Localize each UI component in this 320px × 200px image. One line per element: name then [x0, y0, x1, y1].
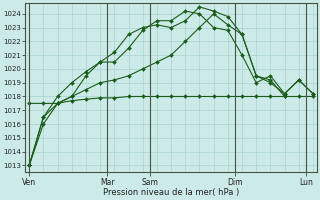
X-axis label: Pression niveau de la mer( hPa ): Pression niveau de la mer( hPa ) — [103, 188, 239, 197]
